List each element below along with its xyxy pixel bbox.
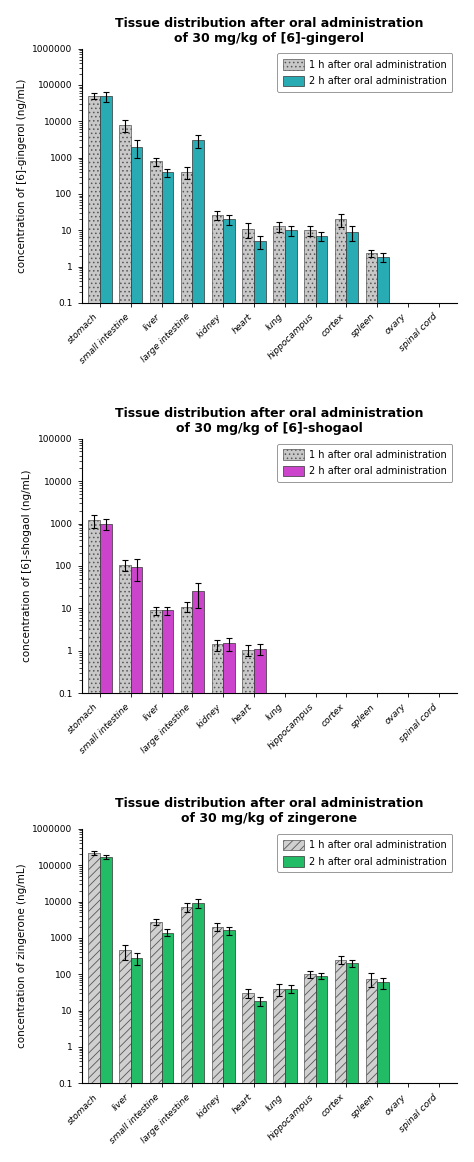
- Bar: [254, 242, 266, 1162]
- Bar: [365, 253, 377, 1162]
- Bar: [119, 951, 131, 1162]
- Bar: [100, 524, 112, 1162]
- Bar: [242, 650, 254, 1162]
- Bar: [242, 994, 254, 1162]
- Bar: [192, 591, 204, 1162]
- Title: Tissue distribution after oral administration
of 30 mg/kg of [6]-gingerol: Tissue distribution after oral administr…: [115, 16, 424, 44]
- Bar: [242, 229, 254, 1162]
- Y-axis label: concentration of zingerone (ng/mL): concentration of zingerone (ng/mL): [17, 863, 27, 1048]
- Bar: [285, 230, 297, 1162]
- Bar: [377, 257, 389, 1162]
- Bar: [365, 978, 377, 1162]
- Bar: [211, 215, 223, 1162]
- Bar: [162, 172, 173, 1162]
- Bar: [150, 162, 162, 1162]
- Bar: [285, 989, 297, 1162]
- Bar: [131, 957, 143, 1162]
- Bar: [304, 974, 316, 1162]
- Bar: [181, 172, 192, 1162]
- Bar: [88, 521, 100, 1162]
- Legend: 1 h after oral administration, 2 h after oral administration: 1 h after oral administration, 2 h after…: [277, 444, 453, 482]
- Legend: 1 h after oral administration, 2 h after oral administration: 1 h after oral administration, 2 h after…: [277, 833, 453, 873]
- Bar: [304, 230, 316, 1162]
- Bar: [223, 931, 235, 1162]
- Bar: [273, 227, 285, 1162]
- Title: Tissue distribution after oral administration
of 30 mg/kg of zingerone: Tissue distribution after oral administr…: [115, 797, 424, 825]
- Bar: [346, 963, 358, 1162]
- Bar: [150, 921, 162, 1162]
- Bar: [162, 610, 173, 1162]
- Legend: 1 h after oral administration, 2 h after oral administration: 1 h after oral administration, 2 h after…: [277, 53, 453, 92]
- Bar: [181, 908, 192, 1162]
- Bar: [223, 220, 235, 1162]
- Bar: [162, 933, 173, 1162]
- Title: Tissue distribution after oral administration
of 30 mg/kg of [6]-shogaol: Tissue distribution after oral administr…: [115, 407, 424, 435]
- Bar: [316, 236, 328, 1162]
- Bar: [150, 610, 162, 1162]
- Y-axis label: concentration of [6]-shogaol (ng/mL): concentration of [6]-shogaol (ng/mL): [22, 469, 32, 662]
- Bar: [100, 96, 112, 1162]
- Bar: [211, 927, 223, 1162]
- Bar: [131, 146, 143, 1162]
- Bar: [211, 645, 223, 1162]
- Bar: [377, 982, 389, 1162]
- Bar: [88, 96, 100, 1162]
- Bar: [316, 976, 328, 1162]
- Bar: [254, 1002, 266, 1162]
- Bar: [223, 644, 235, 1162]
- Bar: [335, 220, 346, 1162]
- Bar: [346, 232, 358, 1162]
- Bar: [273, 989, 285, 1162]
- Bar: [100, 856, 112, 1162]
- Bar: [181, 607, 192, 1162]
- Bar: [335, 960, 346, 1162]
- Bar: [119, 565, 131, 1162]
- Bar: [131, 567, 143, 1162]
- Bar: [254, 648, 266, 1162]
- Bar: [88, 853, 100, 1162]
- Bar: [119, 124, 131, 1162]
- Y-axis label: concentration of [6]-gingerol (ng/mL): concentration of [6]-gingerol (ng/mL): [17, 79, 27, 273]
- Bar: [192, 903, 204, 1162]
- Bar: [192, 141, 204, 1162]
